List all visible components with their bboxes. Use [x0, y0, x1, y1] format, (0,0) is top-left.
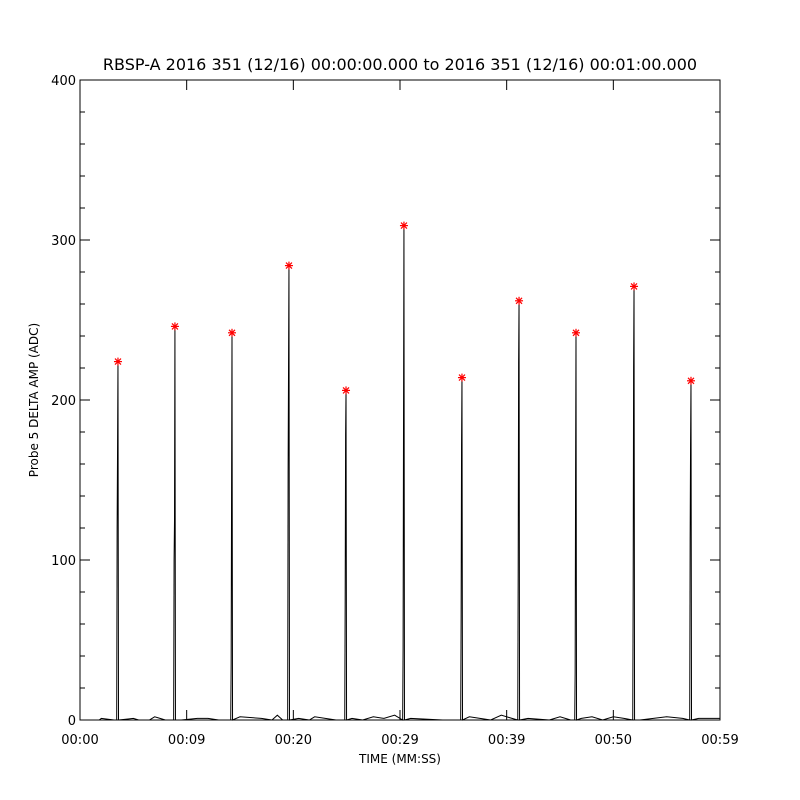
marker-stroke [458, 374, 466, 382]
marker-stroke [687, 377, 695, 385]
y-tick-label: 400 [51, 74, 76, 89]
y-axis-label: Probe 5 DELTA AMP (ADC) [27, 323, 41, 477]
marker-stroke [342, 386, 350, 394]
marker-stroke [285, 262, 293, 270]
x-tick-label: 00:00 [61, 733, 98, 748]
y-tick-label: 100 [51, 554, 76, 569]
peak-marker [457, 373, 466, 382]
x-axis-label: TIME (MM:SS) [358, 752, 441, 766]
peak-marker [342, 386, 351, 395]
x-tick-label: 00:29 [381, 733, 418, 748]
peak-marker [228, 328, 236, 337]
x-tick-label: 00:39 [488, 733, 525, 748]
x-tick-label: 00:50 [595, 733, 632, 748]
marker-stroke [630, 282, 638, 290]
marker-stroke [515, 297, 523, 305]
chart-title: RBSP-A 2016 351 (12/16) 00:00:00.000 to … [103, 55, 697, 74]
peak-marker [630, 282, 639, 291]
marker-stroke [400, 222, 408, 230]
trace-line [80, 225, 720, 721]
y-tick-label: 200 [51, 394, 76, 409]
peak-marker [572, 328, 580, 337]
y-tick-label: 0 [68, 714, 76, 729]
peak-marker [515, 296, 524, 305]
marker-stroke [572, 329, 580, 337]
x-tick-label: 00:20 [275, 733, 312, 748]
peak-marker [113, 357, 122, 366]
y-tick-label: 300 [51, 234, 76, 249]
marker-stroke [228, 329, 236, 337]
marker-stroke [114, 358, 122, 366]
peak-marker [284, 261, 293, 270]
peak-marker [686, 376, 695, 385]
peak-marker [170, 322, 179, 331]
peak-marker [399, 221, 408, 230]
marker-stroke [171, 322, 179, 330]
x-tick-label: 00:59 [701, 733, 738, 748]
x-tick-label: 00:09 [168, 733, 205, 748]
